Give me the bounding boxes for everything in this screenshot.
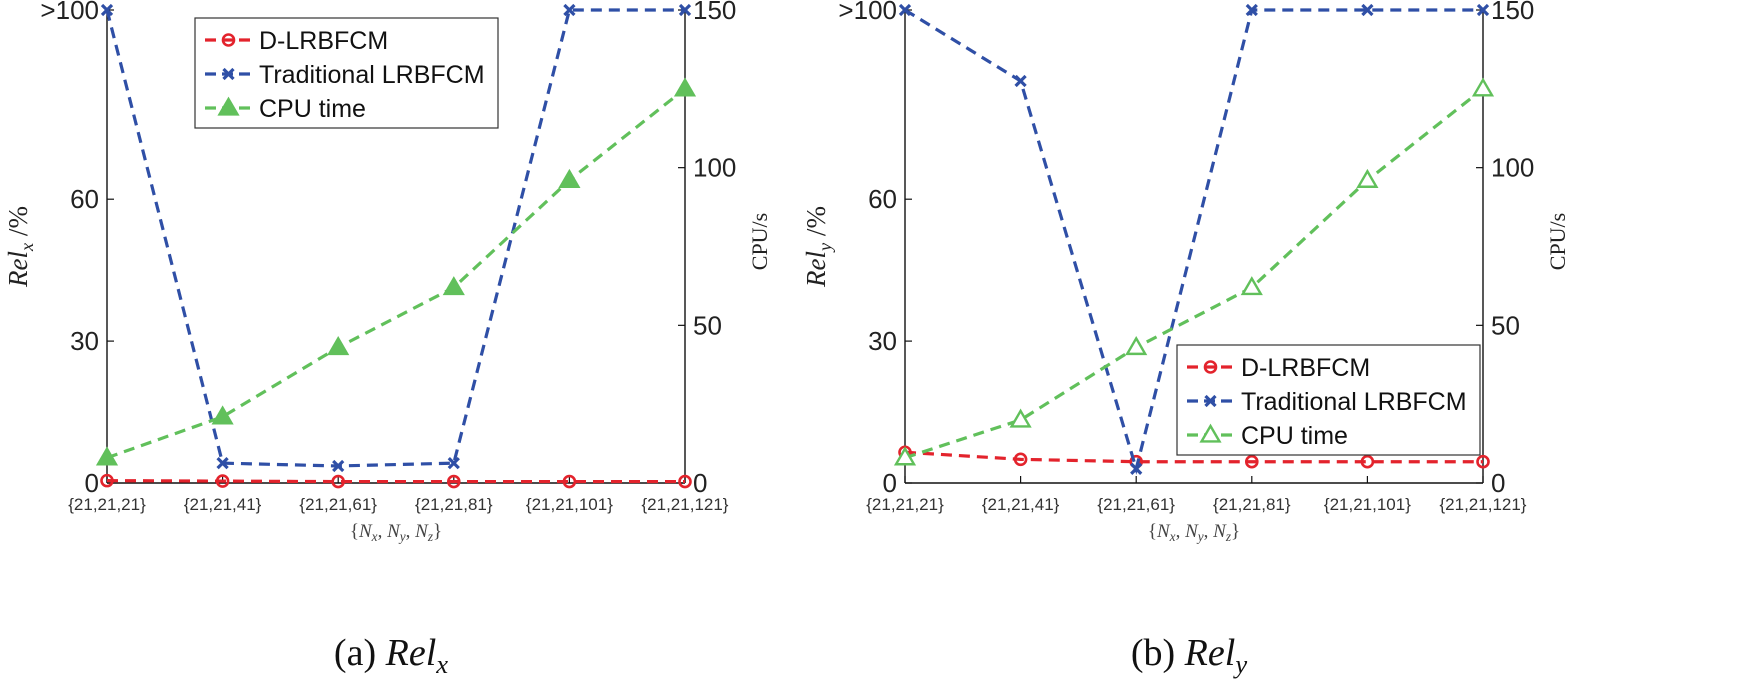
left-tick-label: 60 bbox=[868, 184, 897, 214]
x-tick-label: {21,21,81} bbox=[1213, 495, 1291, 514]
data-point bbox=[100, 473, 114, 488]
data-point bbox=[100, 3, 114, 17]
series-line bbox=[904, 450, 1483, 464]
data-point bbox=[446, 474, 461, 489]
legend-label: Traditional LRBFCM bbox=[1241, 388, 1467, 416]
data-point bbox=[1476, 454, 1490, 469]
x-tick-label: {21,21,121} bbox=[1440, 495, 1527, 514]
data-point bbox=[331, 474, 346, 489]
data-point bbox=[1245, 454, 1259, 469]
legend-label: Traditional LRBFCM bbox=[259, 61, 485, 89]
data-point bbox=[442, 276, 465, 296]
x-tick-label: {21,21,61} bbox=[299, 495, 377, 514]
right-tick-label: 150 bbox=[693, 0, 736, 25]
data-point bbox=[558, 168, 581, 188]
legend-label: D-LRBFCM bbox=[1241, 354, 1370, 382]
left-tick-label: 30 bbox=[70, 326, 99, 356]
data-point bbox=[1361, 3, 1374, 17]
x-tick-label: {21,21,61} bbox=[1097, 495, 1175, 514]
right-tick-label: 100 bbox=[693, 153, 736, 183]
data-point bbox=[1471, 77, 1495, 97]
legend-box bbox=[194, 17, 499, 129]
data-point bbox=[1130, 462, 1143, 475]
x-axis-label: {Nx, Ny, Nz} bbox=[1148, 521, 1240, 544]
data-point bbox=[1014, 74, 1027, 88]
left-tick-label: >100 bbox=[40, 0, 99, 25]
left-y-axis-label: Rely /% bbox=[801, 206, 835, 288]
data-point bbox=[1356, 168, 1379, 188]
legend-label: CPU time bbox=[259, 95, 366, 123]
legend: D-LRBFCM Traditional LRBFCM CPU time bbox=[1176, 344, 1481, 456]
right-tick-label: 100 bbox=[1491, 153, 1534, 183]
data-point bbox=[1013, 452, 1028, 467]
data-point bbox=[332, 459, 345, 473]
data-point bbox=[1009, 408, 1032, 428]
x-tick-label: {21,21,21} bbox=[866, 495, 944, 514]
right-tick-label: 0 bbox=[1491, 468, 1505, 498]
legend-label: CPU time bbox=[1241, 422, 1348, 450]
left-y-axis-label: Relx /% bbox=[3, 206, 37, 288]
series-cpu-time bbox=[95, 77, 697, 466]
x-axis-label: {Nx, Ny, Nz} bbox=[350, 521, 442, 544]
series-cpu-time bbox=[893, 77, 1495, 466]
data-point bbox=[211, 405, 234, 425]
x-tick-label: {21,21,121} bbox=[642, 495, 729, 514]
x-tick-label: {21,21,41} bbox=[982, 495, 1060, 514]
right-tick-label: 150 bbox=[1491, 0, 1534, 25]
data-point bbox=[678, 3, 692, 17]
legend-marker bbox=[217, 96, 240, 116]
series-line bbox=[904, 8, 1483, 475]
legend-marker bbox=[1203, 360, 1218, 374]
data-point bbox=[1125, 336, 1148, 356]
data-point bbox=[1245, 3, 1258, 17]
right-y-axis-label: CPU/s bbox=[747, 213, 772, 270]
data-point bbox=[898, 3, 912, 17]
series-line bbox=[106, 87, 686, 460]
data-point bbox=[95, 446, 119, 466]
legend-marker bbox=[222, 67, 235, 81]
panel-caption: (a) Relx bbox=[334, 632, 448, 679]
panel-b: 0 30 60 >100 0 50 100 150 {21,21,21} {21,21,41} {2… bbox=[801, 0, 1570, 679]
legend-marker bbox=[1204, 394, 1217, 408]
x-tick-label: {21,21,101} bbox=[1324, 495, 1411, 514]
series-d-lrbfcm bbox=[100, 473, 692, 489]
series-traditional-lrbfcm bbox=[898, 3, 1490, 475]
left-tick-label: 0 bbox=[85, 468, 99, 498]
legend-marker bbox=[221, 33, 236, 47]
panel-a: 0 30 60 >100 0 50 100 150 {21,21,21} {21,21,41} {2… bbox=[3, 0, 772, 679]
left-tick-label: >100 bbox=[838, 0, 897, 25]
legend-label: D-LRBFCM bbox=[259, 27, 388, 55]
x-tick-label: {21,21,41} bbox=[184, 495, 262, 514]
right-tick-label: 50 bbox=[693, 310, 722, 340]
data-point bbox=[673, 77, 697, 97]
x-tick-label: {21,21,81} bbox=[415, 495, 493, 514]
data-point bbox=[893, 446, 917, 466]
x-tick-label: {21,21,101} bbox=[526, 495, 613, 514]
data-point bbox=[678, 474, 692, 489]
panel-caption: (b) Rely bbox=[1131, 632, 1247, 679]
data-point bbox=[1240, 276, 1263, 296]
data-point bbox=[215, 474, 230, 488]
data-point bbox=[216, 457, 229, 470]
legend: D-LRBFCM Traditional LRBFCM CPU time bbox=[194, 17, 499, 129]
data-point bbox=[327, 336, 350, 356]
left-tick-label: 0 bbox=[883, 468, 897, 498]
left-tick-label: 60 bbox=[70, 184, 99, 214]
data-point bbox=[1360, 454, 1375, 469]
right-tick-label: 0 bbox=[693, 468, 707, 498]
series-line bbox=[106, 479, 685, 484]
legend-marker bbox=[1199, 423, 1222, 443]
left-tick-label: 30 bbox=[868, 326, 897, 356]
data-point bbox=[562, 474, 577, 489]
right-y-axis-label: CPU/s bbox=[1545, 213, 1570, 270]
data-point bbox=[447, 457, 460, 470]
data-point bbox=[1476, 3, 1490, 17]
right-tick-label: 50 bbox=[1491, 310, 1520, 340]
series-traditional-lrbfcm bbox=[100, 3, 692, 473]
x-tick-label: {21,21,21} bbox=[68, 495, 146, 514]
data-point bbox=[563, 3, 576, 17]
